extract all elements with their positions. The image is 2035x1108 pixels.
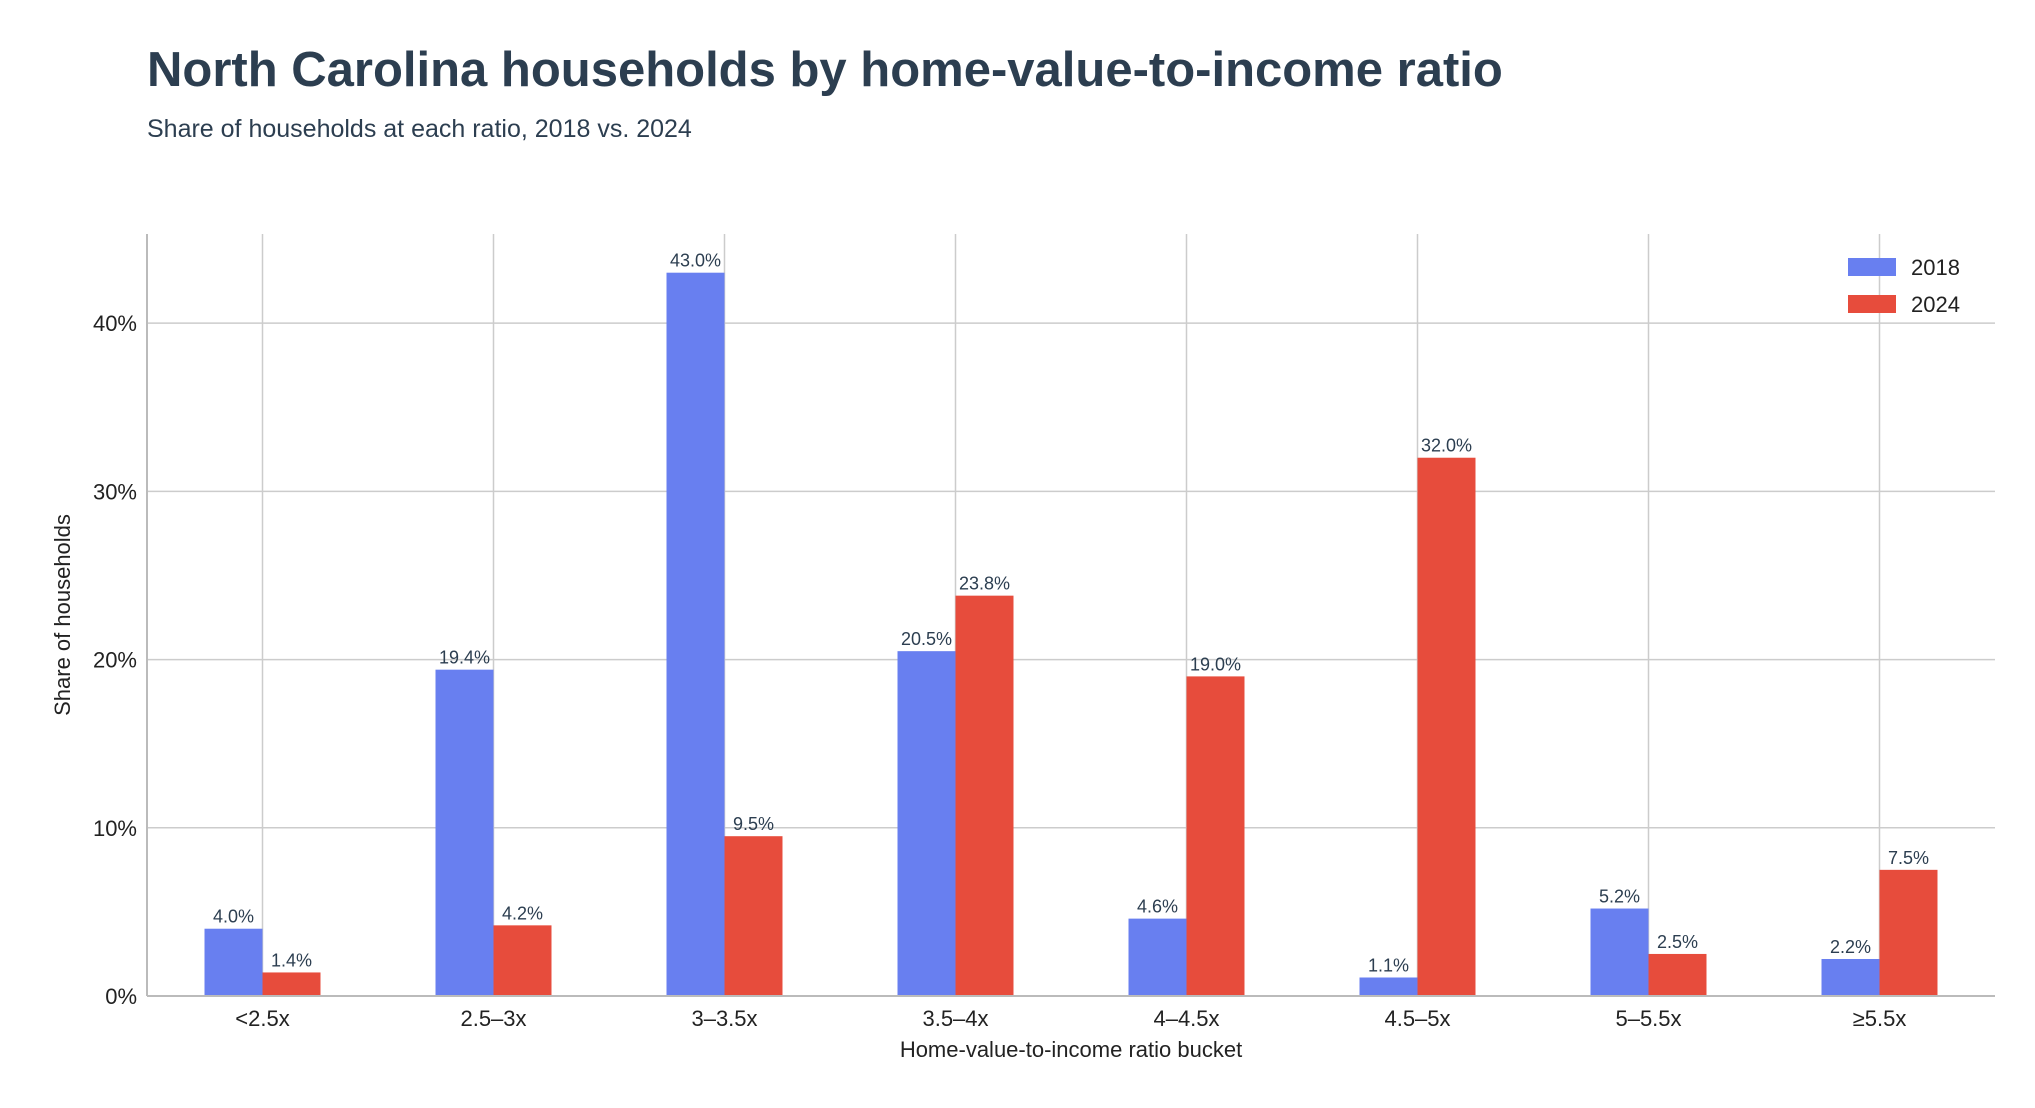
data-label: 23.8% <box>959 574 1010 594</box>
legend-label-2018: 2018 <box>1911 255 1960 280</box>
legend-swatch-2018 <box>1848 258 1896 276</box>
bar-2018 <box>1590 908 1649 996</box>
y-tick-label: 10% <box>93 816 137 841</box>
data-label: 32.0% <box>1421 436 1472 456</box>
bar-2024 <box>1648 953 1707 996</box>
bar-2018 <box>1128 918 1187 996</box>
bar-2024 <box>493 925 552 996</box>
data-label: 19.0% <box>1190 654 1241 674</box>
data-labels: 4.0% 1.4% 19.4% 4.2% 43.0% 9.5% 20.5% 23.8% 4.6%… <box>213 251 1929 976</box>
bar-2018 <box>435 669 494 996</box>
x-axis-title: Home-value-to-income ratio bucket <box>900 1037 1242 1062</box>
data-label: 2.2% <box>1830 937 1871 957</box>
data-label: 4.2% <box>502 903 543 923</box>
data-label: 19.4% <box>439 648 490 668</box>
x-tick-label: 3–3.5x <box>691 1006 757 1031</box>
data-label: 20.5% <box>901 629 952 649</box>
bar-2024 <box>955 595 1014 996</box>
data-label: 4.0% <box>213 907 254 927</box>
bar-2024 <box>1186 676 1245 996</box>
data-label: 1.4% <box>271 950 312 970</box>
x-tick-label: 2.5–3x <box>460 1006 526 1031</box>
y-tick-label: 30% <box>93 479 137 504</box>
bar-2024 <box>724 836 783 996</box>
data-label: 2.5% <box>1657 932 1698 952</box>
bar-2018 <box>666 272 725 997</box>
bars <box>204 272 1938 997</box>
bar-2024 <box>1879 869 1938 996</box>
bar-2018 <box>897 651 956 996</box>
gridlines <box>147 234 1995 997</box>
bar-2018 <box>1821 958 1880 996</box>
data-label: 5.2% <box>1599 887 1640 907</box>
data-label: 9.5% <box>733 814 774 834</box>
x-tick-label: <2.5x <box>235 1006 289 1031</box>
y-axis-title: Share of households <box>50 514 75 716</box>
x-tick-label: ≥5.5x <box>1853 1006 1907 1031</box>
chart-subtitle: Share of households at each ratio, 2018 … <box>147 115 692 143</box>
legend-swatch-2024 <box>1848 295 1896 313</box>
legend-label-2024: 2024 <box>1911 292 1960 317</box>
data-label: 43.0% <box>670 251 721 271</box>
data-label: 7.5% <box>1888 848 1929 868</box>
x-tick-label: 4–4.5x <box>1153 1006 1219 1031</box>
chart-title: North Carolina households by home-value-… <box>147 43 1503 97</box>
axes: 0% 10% 20% 30% 40% <2.5x 2.5–3x 3–3.5x 3.5–4x 4–4… <box>93 234 1995 1031</box>
y-tick-label: 40% <box>93 311 137 336</box>
bar-2024 <box>262 972 321 996</box>
x-tick-label: 4.5–5x <box>1384 1006 1450 1031</box>
bar-2018 <box>204 928 263 996</box>
y-tick-label: 20% <box>93 648 137 673</box>
x-tick-label: 5–5.5x <box>1615 1006 1681 1031</box>
x-tick-label: 3.5–4x <box>922 1006 988 1031</box>
data-label: 4.6% <box>1137 897 1178 917</box>
y-tick-label: 0% <box>105 984 137 1009</box>
data-label: 1.1% <box>1368 955 1409 975</box>
legend: 2018 2024 <box>1848 255 1960 317</box>
bar-2018 <box>1359 977 1418 996</box>
bar-2024 <box>1417 457 1476 996</box>
